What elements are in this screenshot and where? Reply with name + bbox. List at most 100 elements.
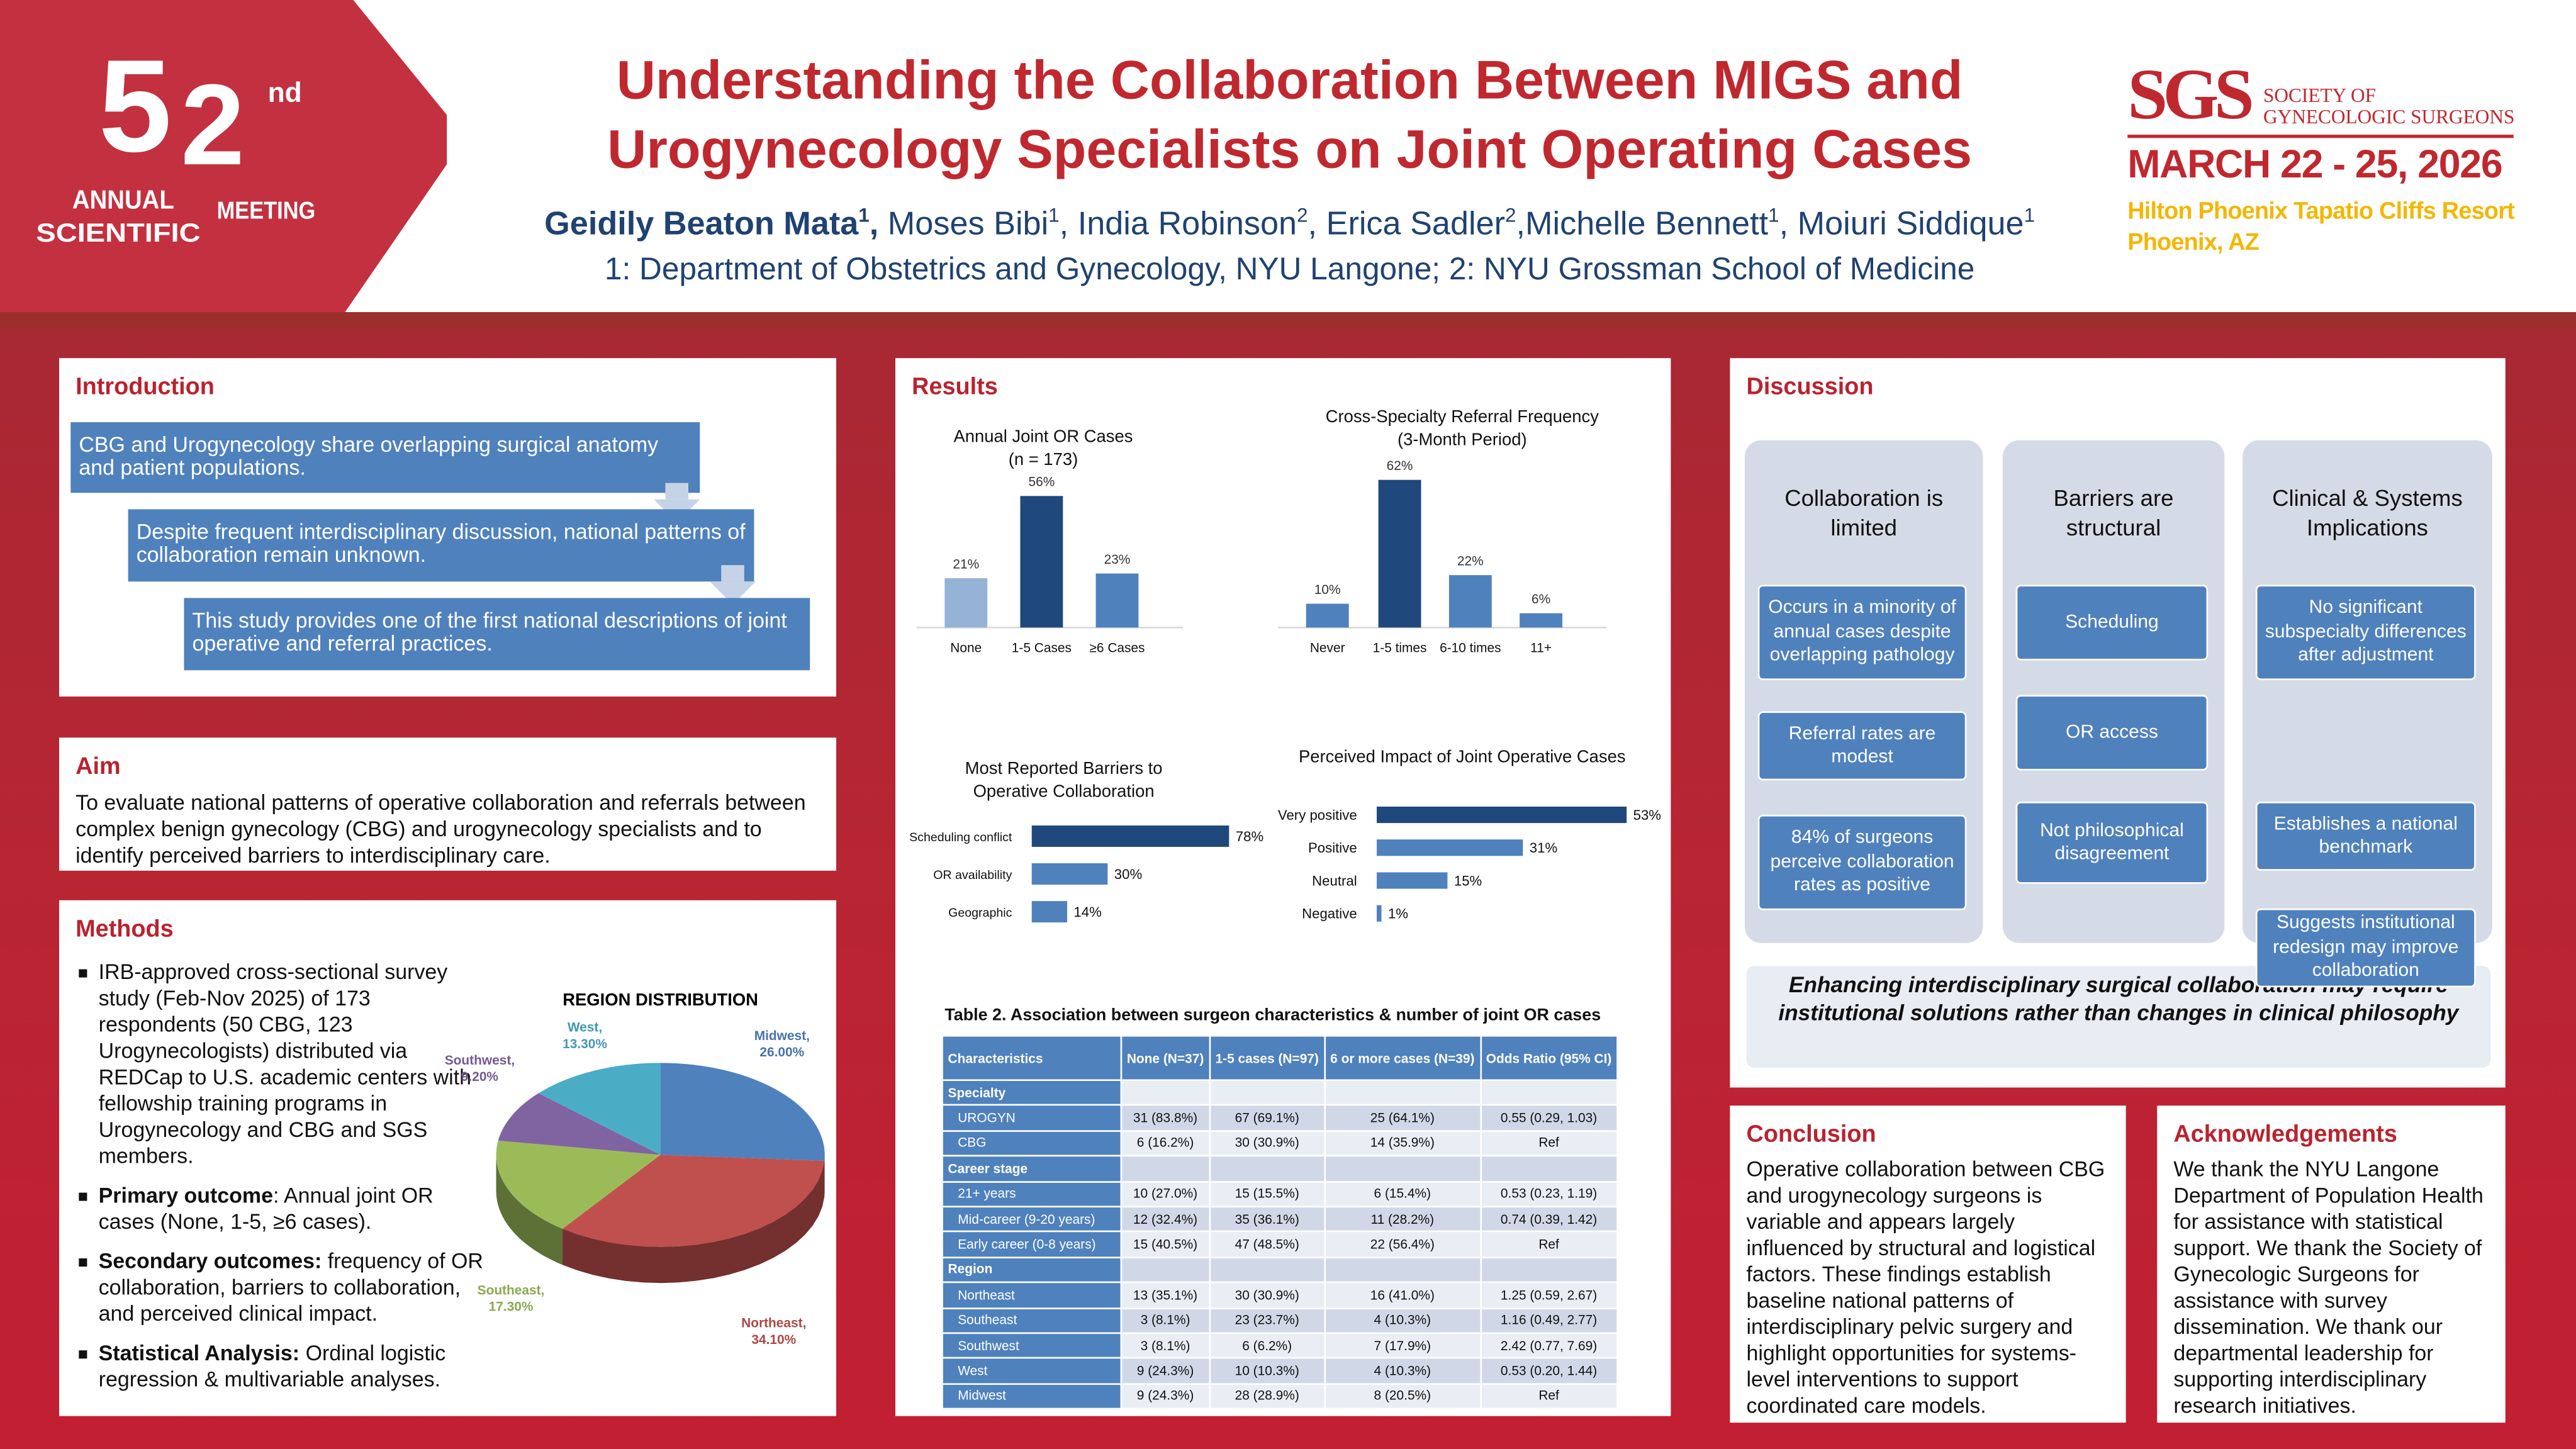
sgs-name-line-1: SOCIETY OF [2263,84,2376,107]
bar [1095,573,1139,628]
category-label: Positive [1308,840,1357,856]
conclusion-text: Operative collaboration between CBG and … [1746,1156,2105,1418]
data-label: 21% [953,557,979,571]
category-label: OR availability [933,868,1012,882]
table-cell [1323,1155,1481,1182]
pie-slice-side [563,1160,825,1284]
table-cell: Ref [1479,1382,1618,1410]
pie-label: Northeast, 34.10% [741,1316,806,1347]
pie-label: Southwest, 9.20% [445,1053,515,1084]
category-label: 6-10 times [1440,641,1501,656]
row-label: West [941,1357,1122,1385]
pie-slice-side [824,1155,825,1197]
data-label: 78% [1236,829,1263,844]
column-header: 1-5 cases (N=97) [1209,1034,1326,1082]
table-cell [1120,1079,1211,1107]
association-table: Characteristics None (N=37) 1-5 cases (N=9… [941,1034,1618,1410]
table-group-row: Career stage [941,1155,1618,1182]
chart-subtitle: (3-Month Period) [1397,430,1527,450]
table-header-row: Characteristics None (N=37) 1-5 cases (N=9… [941,1034,1618,1082]
author-name: Michelle Bennett [1525,206,1769,243]
data-label: 14% [1073,904,1101,920]
category-label: Scheduling conflict [909,831,1012,844]
table-row: Early career (0-8 years) 15 (40.5%) 47 (48… [941,1231,1618,1258]
methods-bullet: IRB-approved cross-sectional survey stud… [79,959,490,1170]
chart-title-annual-joint: Annual Joint OR Cases (n = 173) [928,425,1158,471]
table-cell: 14 (35.9%) [1323,1129,1481,1157]
author-affiliation-sup: 1 [1768,203,1779,227]
down-arrow-icon [721,565,744,582]
author-affiliation-sup: 2 [1505,203,1516,227]
table-cell: 6 (15.4%) [1323,1180,1481,1207]
table-cell: 23 (23.7%) [1209,1307,1326,1334]
table-cell: Ref [1479,1129,1618,1157]
meeting-dates: MARCH 22 - 25, 2026 [2127,143,2502,187]
table-cell: 4 (10.3%) [1323,1357,1481,1385]
results-heading: Results [912,374,998,401]
table-cell [1323,1079,1481,1107]
row-label: Southeast [941,1307,1122,1334]
chart-title-impact: Perceived Impact of Joint Operative Case… [1298,747,1626,768]
table-cell [1479,1079,1618,1107]
bar [944,578,988,628]
down-arrow-icon [665,483,689,500]
author-affiliation-sup: 1 [2024,203,2036,227]
table-cell: 47 (48.5%) [1209,1231,1326,1258]
bar [1306,603,1349,628]
sgs-name-line-2: GYNECOLOGIC SURGEONS [2263,105,2515,128]
bullet-lead: Statistical Analysis: [98,1340,300,1365]
conclusion-heading: Conclusion [1746,1122,1876,1149]
pie-slice-side [496,1155,563,1265]
acknowledgements-heading: Acknowledgements [2173,1122,2397,1149]
author-affiliation-sup: 2 [1297,203,1308,227]
bullet-lead: Primary outcome [98,1182,273,1208]
sgs-abbr: SGS [2127,54,2254,135]
bullet-text: IRB-approved cross-sectional survey stud… [98,959,472,1168]
data-label: 15% [1454,873,1482,888]
logo-number-5: 5 [99,33,172,179]
author-name: India Robinson [1077,206,1297,243]
data-label: 6% [1532,592,1550,607]
table-cell: 9 (24.3%) [1120,1357,1211,1385]
discussion-item: OR access [2015,695,2209,771]
discussion-column: Collaboration is limited Occurs in a mino… [1744,440,1983,943]
data-label: 22% [1457,554,1484,568]
table-cell: 3 (8.1%) [1120,1307,1211,1334]
table-group-row: Region [941,1256,1618,1284]
table-cell [1323,1256,1481,1284]
table-row: Southeast 3 (8.1%) 23 (23.7%) 4 (10.3%) 1.16… [941,1307,1618,1334]
column-header: 6 or more cases (N=39) [1323,1034,1481,1082]
aim-heading: Aim [76,754,121,781]
data-label: 23% [1104,552,1131,567]
bar [1377,807,1627,824]
pie-slice-southwest [498,1093,661,1155]
category-label: None [950,641,982,656]
column-header: None (N=37) [1120,1034,1211,1082]
table-cell: 10 (10.3%) [1209,1357,1326,1385]
table-cell: 2.42 (0.77, 7.69) [1479,1332,1618,1360]
sgs-logo: SGS SOCIETY OF GYNECOLOGIC SURGEONS [2127,59,2522,138]
row-label: Southwest [941,1332,1122,1360]
results-panel: Results Annual Joint OR Cases (n = 173) C… [895,358,1671,1416]
table-cell: 10 (27.0%) [1120,1180,1211,1207]
separator: , [869,206,888,243]
category-label: Negative [1302,906,1357,922]
table-cell: 16 (41.0%) [1323,1281,1481,1309]
table-cell: 3 (8.1%) [1120,1332,1211,1360]
row-label: CBG [941,1129,1122,1157]
table-cell: 30 (30.9%) [1209,1281,1326,1309]
row-label: Region [941,1256,1122,1284]
table-row: Midwest 9 (24.3%) 28 (28.9%) 8 (20.5%) Ref [941,1382,1618,1410]
region-pie-chart: Midwest, 26.00% Northeast, 34.10% Southeast,… [445,1021,825,1347]
category-label: ≥6 Cases [1089,641,1145,656]
table-cell: 30 (30.9%) [1209,1129,1326,1157]
category-label: Never [1310,641,1345,656]
logo-annual: ANNUAL [72,185,174,215]
conclusion-panel: Conclusion Operative collaboration betwe… [1730,1105,2126,1423]
table-cell: 9 (24.3%) [1120,1382,1211,1410]
category-label: 1-5 Cases [1012,641,1072,656]
pie-label: Midwest, 26.00% [754,1029,810,1060]
discussion-item: Occurs in a minority of annual cases des… [1757,585,1967,680]
bar [1031,825,1229,847]
table-cell [1479,1155,1618,1182]
